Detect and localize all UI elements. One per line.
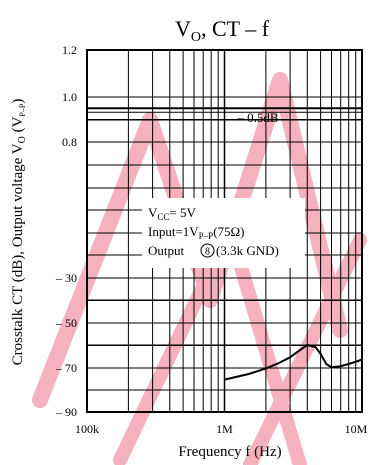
x-tick-labels: 100k 1M 10M bbox=[75, 422, 368, 436]
input-value: (75Ω) bbox=[213, 224, 244, 239]
condition-output: Output bbox=[148, 243, 185, 258]
db-label: – 0.5dB bbox=[236, 110, 279, 125]
condition-input: Input=1VP–P(75Ω) bbox=[148, 224, 245, 241]
conditions-box: VCC= 5V Input=1VP–P(75Ω) Output 8 (3.3k … bbox=[142, 198, 305, 268]
ylabel-sub1: O bbox=[17, 136, 28, 143]
y-tick-labels: 1.2 1.0 0.8 – 30 – 50 – 70 – 90 bbox=[55, 43, 77, 419]
vcc-value: = 5V bbox=[169, 205, 196, 220]
ylabel-sub2: P–P bbox=[18, 103, 27, 116]
crosstalk-curve bbox=[224, 344, 363, 381]
condition-vcc: VCC= 5V bbox=[148, 205, 196, 222]
vcc-main: V bbox=[148, 205, 158, 220]
y-tick-label: – 30 bbox=[55, 271, 77, 285]
title-rest: , CT – f bbox=[201, 16, 270, 41]
vcc-sub: CC bbox=[157, 212, 169, 222]
y-tick-label: – 50 bbox=[55, 316, 77, 330]
output-value: (3.3k GND) bbox=[216, 243, 279, 258]
input-main: Input=1V bbox=[148, 224, 199, 239]
output-pin-circle bbox=[200, 243, 215, 258]
x-tick-label: 10M bbox=[345, 422, 368, 436]
conditions-background bbox=[142, 198, 305, 268]
output-main: Output bbox=[148, 243, 185, 258]
y-tick-label: 0.8 bbox=[62, 135, 77, 149]
ylabel-lead: Crosstalk CT (dB), Output voltage V bbox=[10, 143, 26, 365]
x-axis-label: Frequency f (Hz) bbox=[178, 444, 281, 460]
y-tick-label: – 70 bbox=[55, 361, 77, 375]
input-sub: P–P bbox=[199, 231, 214, 241]
data-curves bbox=[87, 107, 363, 381]
ylabel-end: ) bbox=[10, 99, 26, 104]
ylabel-mid: (V bbox=[10, 116, 26, 136]
y-tick-label: 1.0 bbox=[62, 90, 77, 104]
output-pin-number: 8 bbox=[205, 247, 210, 258]
title-main: V bbox=[175, 16, 191, 41]
chart-title: VO, CT – f bbox=[175, 16, 270, 45]
plot-frame bbox=[86, 49, 363, 413]
x-tick-label: 1M bbox=[216, 422, 233, 436]
title-sub: O bbox=[191, 30, 201, 45]
y-tick-label: – 90 bbox=[55, 405, 77, 419]
y-tick-label: 1.2 bbox=[62, 43, 77, 57]
x-tick-label: 100k bbox=[75, 422, 99, 436]
y-axis-label: Crosstalk CT (dB), Output voltage VO (VP… bbox=[10, 99, 28, 366]
